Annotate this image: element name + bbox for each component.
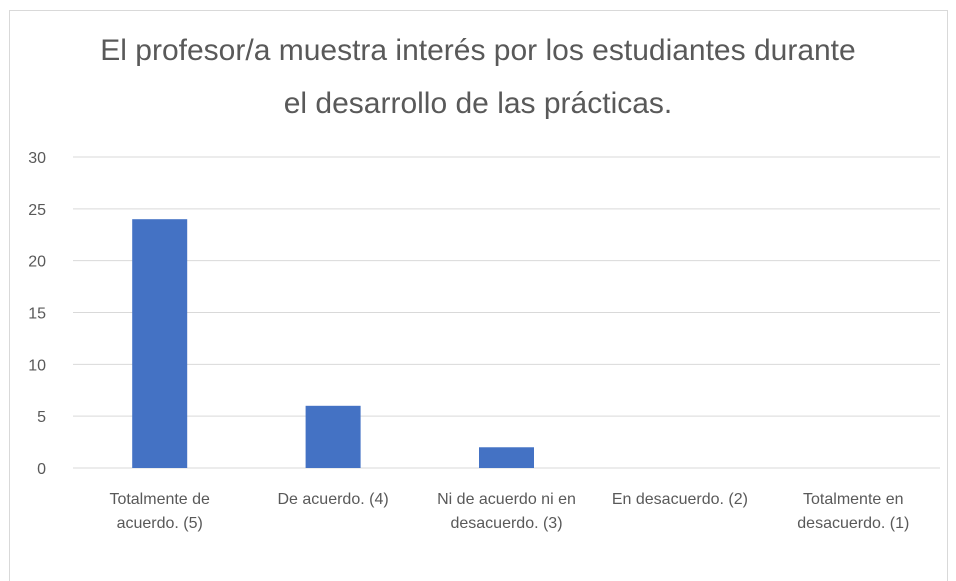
y-tick-label: 0: [37, 461, 46, 478]
x-tick-label: Totalmente en desacuerdo. (1): [797, 491, 909, 532]
bar: [132, 219, 188, 468]
x-tick-label: Ni de acuerdo ni en desacuerdo. (3): [437, 491, 576, 532]
y-tick-label: 5: [37, 409, 46, 426]
y-tick-label: 20: [28, 254, 46, 271]
x-tick-label: De acuerdo. (4): [278, 491, 389, 508]
y-tick-label: 30: [28, 150, 46, 167]
bar: [479, 447, 534, 468]
chart-title: El profesor/a muestra interés por los es…: [100, 34, 855, 120]
y-tick-label: 25: [28, 202, 46, 219]
x-tick-label: Totalmente de acuerdo. (5): [109, 491, 210, 532]
x-tick-label: En desacuerdo. (2): [612, 491, 748, 508]
y-tick-label: 10: [28, 357, 46, 374]
y-tick-label: 15: [28, 306, 46, 323]
bar: [305, 405, 361, 468]
